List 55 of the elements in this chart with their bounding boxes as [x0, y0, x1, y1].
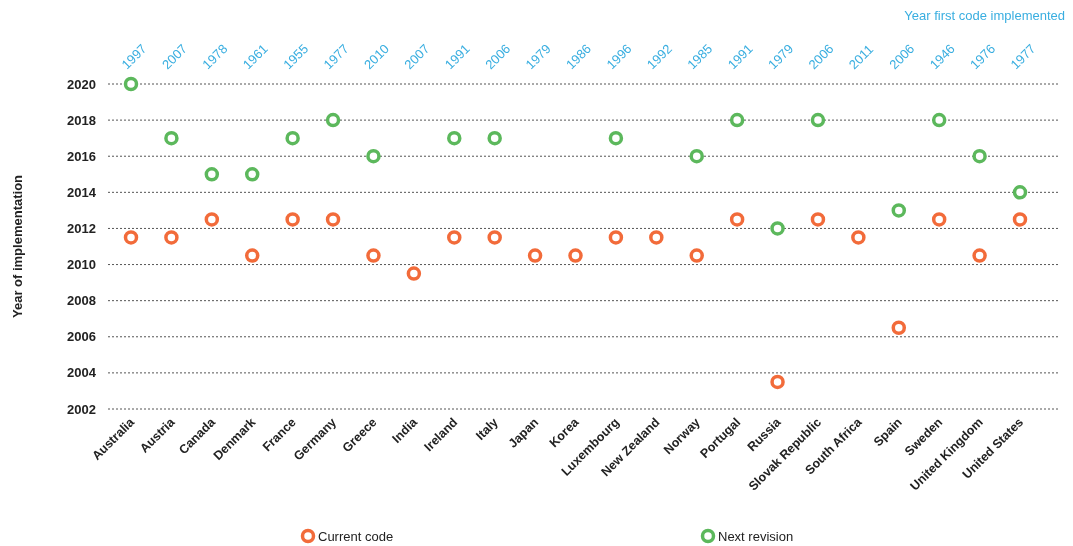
- point: [729, 112, 745, 128]
- y-axis-title: Year of implementation: [10, 174, 25, 319]
- point: [123, 76, 139, 92]
- y-tick-label: 2004: [67, 365, 97, 381]
- y-tick-label: 2006: [67, 329, 96, 345]
- point: [689, 248, 704, 263]
- point: [285, 130, 300, 146]
- point: [487, 130, 502, 146]
- point: [608, 130, 624, 146]
- y-tick-label: 2012: [67, 220, 96, 236]
- point: [891, 320, 907, 335]
- point: [729, 212, 745, 227]
- legend-label: Next revision: [718, 528, 794, 544]
- point: [527, 248, 543, 263]
- point: [123, 230, 139, 245]
- point: [366, 148, 381, 164]
- point: [244, 167, 260, 182]
- point: [1012, 185, 1028, 200]
- y-tick-label: 2016: [67, 148, 96, 164]
- point: [931, 112, 947, 128]
- point: [931, 212, 947, 227]
- y-tick-label: 2008: [67, 293, 96, 309]
- point: [244, 248, 260, 263]
- point: [770, 374, 785, 390]
- point: [972, 248, 987, 263]
- point: [447, 130, 462, 146]
- y-tick-label: 2018: [67, 112, 96, 128]
- point: [972, 148, 987, 164]
- point: [325, 112, 341, 128]
- point: [810, 112, 826, 128]
- point: [689, 148, 704, 164]
- point: [164, 230, 179, 245]
- point: [406, 266, 422, 281]
- point: [285, 212, 300, 227]
- point: [891, 203, 907, 218]
- x2-axis-title: Year first code implemented: [904, 8, 1065, 23]
- point: [204, 212, 220, 227]
- point: [770, 221, 785, 236]
- point: [851, 230, 866, 245]
- point: [487, 230, 502, 245]
- legend-label: Current code: [318, 528, 394, 544]
- point: [608, 230, 624, 245]
- point: [1012, 212, 1028, 227]
- point: [204, 167, 220, 182]
- point: [447, 230, 462, 245]
- point: [164, 130, 179, 146]
- point: [810, 212, 826, 227]
- y-tick-label: 2002: [67, 401, 96, 417]
- point: [568, 248, 583, 263]
- point: [649, 230, 664, 245]
- y-tick-label: 2014: [67, 184, 97, 200]
- y-tick-label: 2020: [67, 76, 96, 92]
- point: [366, 248, 381, 263]
- y-tick-label: 2010: [67, 257, 96, 273]
- point: [325, 212, 341, 227]
